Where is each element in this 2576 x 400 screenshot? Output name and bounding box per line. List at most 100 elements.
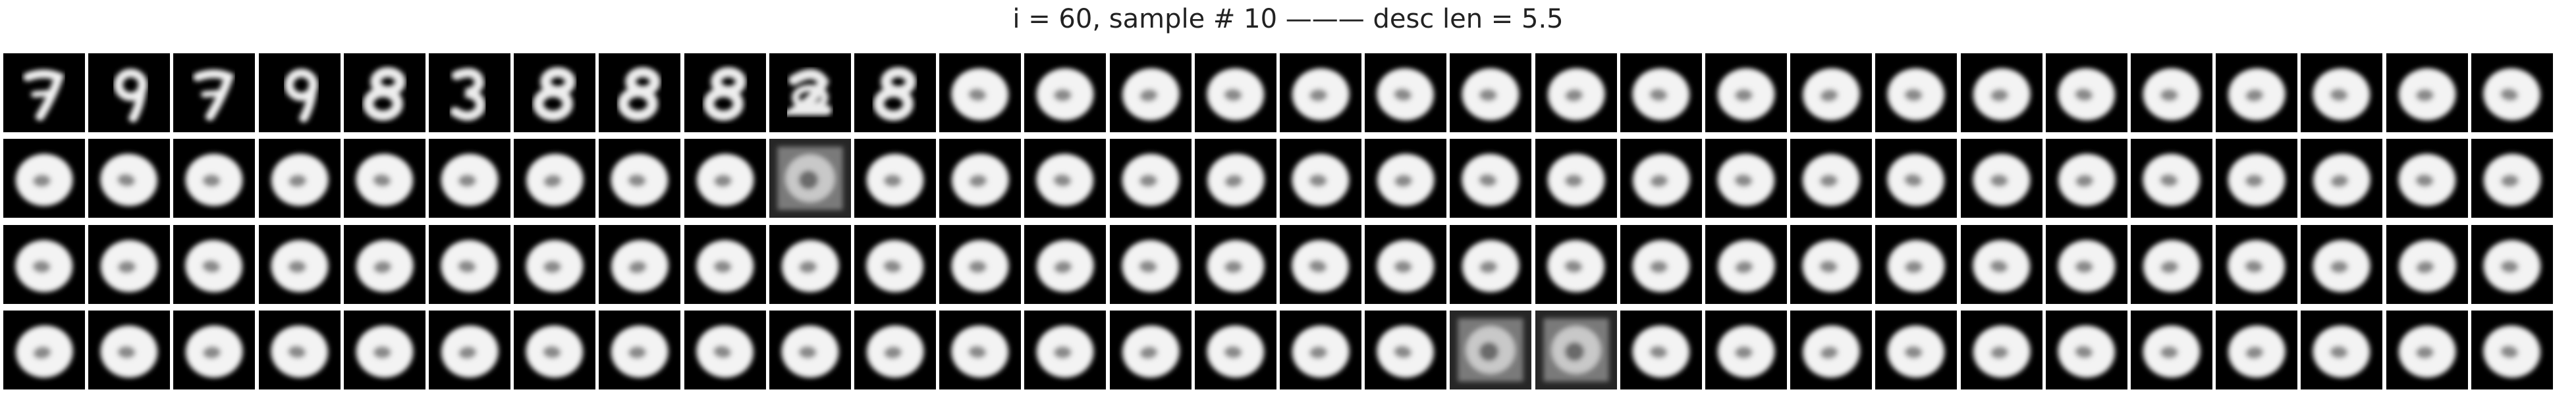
digit-image-noisy — [1535, 311, 1617, 389]
sample-tile-r2-c11 — [854, 139, 936, 218]
digit-image-0 — [2058, 325, 2116, 378]
digit-image-0 — [1036, 68, 1094, 121]
digit-image-0 — [611, 239, 669, 293]
sample-tile-r1-c16 — [1280, 53, 1361, 132]
sample-tile-r3-c11 — [854, 225, 936, 304]
digit-image-0 — [526, 153, 584, 207]
digit-image-0 — [2143, 239, 2201, 293]
digit-image-0 — [866, 153, 924, 207]
digit-image-0 — [100, 325, 158, 378]
digit-image-0 — [2483, 68, 2540, 121]
digit-image-0 — [1462, 153, 1520, 207]
sample-tile-r3-c24 — [1961, 225, 2042, 304]
digit-image-noisy — [1450, 311, 1531, 389]
sample-tile-r3-c9 — [684, 225, 766, 304]
digit-image-0 — [1036, 239, 1094, 293]
sample-tile-r4-c24 — [1961, 311, 2042, 389]
sample-tile-r4-c27 — [2216, 311, 2297, 389]
sample-tile-r1-c13 — [1024, 53, 1106, 132]
sample-tile-r4-c28 — [2301, 311, 2382, 389]
digit-image-0 — [1207, 239, 1265, 293]
sample-tile-r2-c3 — [173, 139, 255, 218]
sample-tile-r2-c6 — [429, 139, 510, 218]
sample-tile-r1-c29 — [2386, 53, 2468, 132]
digit-image-0 — [2143, 325, 2201, 378]
digit-image-0 — [441, 153, 499, 207]
digit-image-0 — [2398, 325, 2456, 378]
sample-tile-r2-c17 — [1365, 139, 1446, 218]
digit-image-0 — [1717, 325, 1775, 378]
sample-tile-r2-c20 — [1620, 139, 1702, 218]
sample-tile-r3-c27 — [2216, 225, 2297, 304]
digit-image-0 — [100, 239, 158, 293]
sample-tile-r3-c8 — [599, 225, 680, 304]
digit-image-0 — [1462, 239, 1520, 293]
figure-title: i = 60, sample # 10 ——— desc len = 5.5 — [1012, 4, 1564, 34]
sample-tile-r4-c17 — [1365, 311, 1446, 389]
digit-image-0 — [2228, 68, 2286, 121]
sample-tile-r1-c14 — [1110, 53, 1192, 132]
sample-tile-r4-c26 — [2131, 311, 2212, 389]
sample-tile-r1-c18 — [1450, 53, 1531, 132]
sample-tile-r4-c22 — [1790, 311, 1872, 389]
sample-tile-r2-c23 — [1875, 139, 1957, 218]
sample-tile-r1-c24 — [1961, 53, 2042, 132]
digit-image-0 — [1036, 325, 1094, 378]
sample-tile-r3-c12 — [939, 225, 1021, 304]
sample-tile-r1-c1 — [3, 53, 85, 132]
sample-tile-r2-c16 — [1280, 139, 1361, 218]
digit-image-0 — [1802, 239, 1860, 293]
digit-image-0 — [271, 153, 329, 207]
digit-image-0 — [526, 325, 584, 378]
sample-tile-r3-c1 — [3, 225, 85, 304]
digit-image-0 — [2058, 153, 2116, 207]
digit-image-0 — [1292, 68, 1350, 121]
digit-image-0 — [2313, 153, 2370, 207]
sample-tile-r2-c25 — [2046, 139, 2127, 218]
sample-tile-r2-c1 — [3, 139, 85, 218]
sample-tile-r1-c12 — [939, 53, 1021, 132]
digit-image-0 — [1462, 68, 1520, 121]
digit-image-0 — [1207, 68, 1265, 121]
sample-tile-r1-c25 — [2046, 53, 2127, 132]
sample-tile-r2-c4 — [259, 139, 341, 218]
sample-tile-r3-c13 — [1024, 225, 1106, 304]
sample-tile-r1-c20 — [1620, 53, 1702, 132]
sample-tile-r3-c20 — [1620, 225, 1702, 304]
sample-tile-r1-c30 — [2471, 53, 2553, 132]
sample-tile-r4-c18 — [1450, 311, 1531, 389]
digit-image-0 — [2058, 68, 2116, 121]
sample-tile-r1-c26 — [2131, 53, 2212, 132]
sample-tile-r2-c10 — [769, 139, 851, 218]
digit-image-8 — [363, 66, 406, 121]
sample-tile-r4-c12 — [939, 311, 1021, 389]
digit-image-8 — [533, 66, 576, 121]
sample-tile-r4-c13 — [1024, 311, 1106, 389]
sample-tile-r3-c29 — [2386, 225, 2468, 304]
sample-tile-r2-c15 — [1195, 139, 1276, 218]
sample-tile-r1-c7 — [514, 53, 595, 132]
digit-image-0 — [866, 325, 924, 378]
sample-tile-r2-c8 — [599, 139, 680, 218]
digit-image-0 — [1377, 239, 1435, 293]
sample-tile-r2-c28 — [2301, 139, 2382, 218]
digit-image-0 — [866, 239, 924, 293]
sample-tile-r1-c6 — [429, 53, 510, 132]
digit-image-0 — [1717, 153, 1775, 207]
digit-image-0 — [951, 325, 1009, 378]
digit-image-0 — [1973, 68, 2031, 121]
digit-image-0 — [1122, 239, 1180, 293]
digit-image-0 — [185, 325, 243, 378]
digit-image-0 — [1292, 239, 1349, 293]
sample-tile-r1-c21 — [1705, 53, 1787, 132]
sample-tile-r3-c6 — [429, 225, 510, 304]
sample-tile-r2-c9 — [684, 139, 766, 218]
digit-image-0 — [1887, 68, 1945, 121]
digit-image-0 — [1632, 153, 1690, 207]
digit-image-0 — [2143, 68, 2201, 120]
digit-image-0 — [441, 325, 499, 378]
sample-tile-r2-c21 — [1705, 139, 1787, 218]
digit-image-0 — [1803, 325, 1860, 378]
sample-tile-r3-c2 — [88, 225, 170, 304]
